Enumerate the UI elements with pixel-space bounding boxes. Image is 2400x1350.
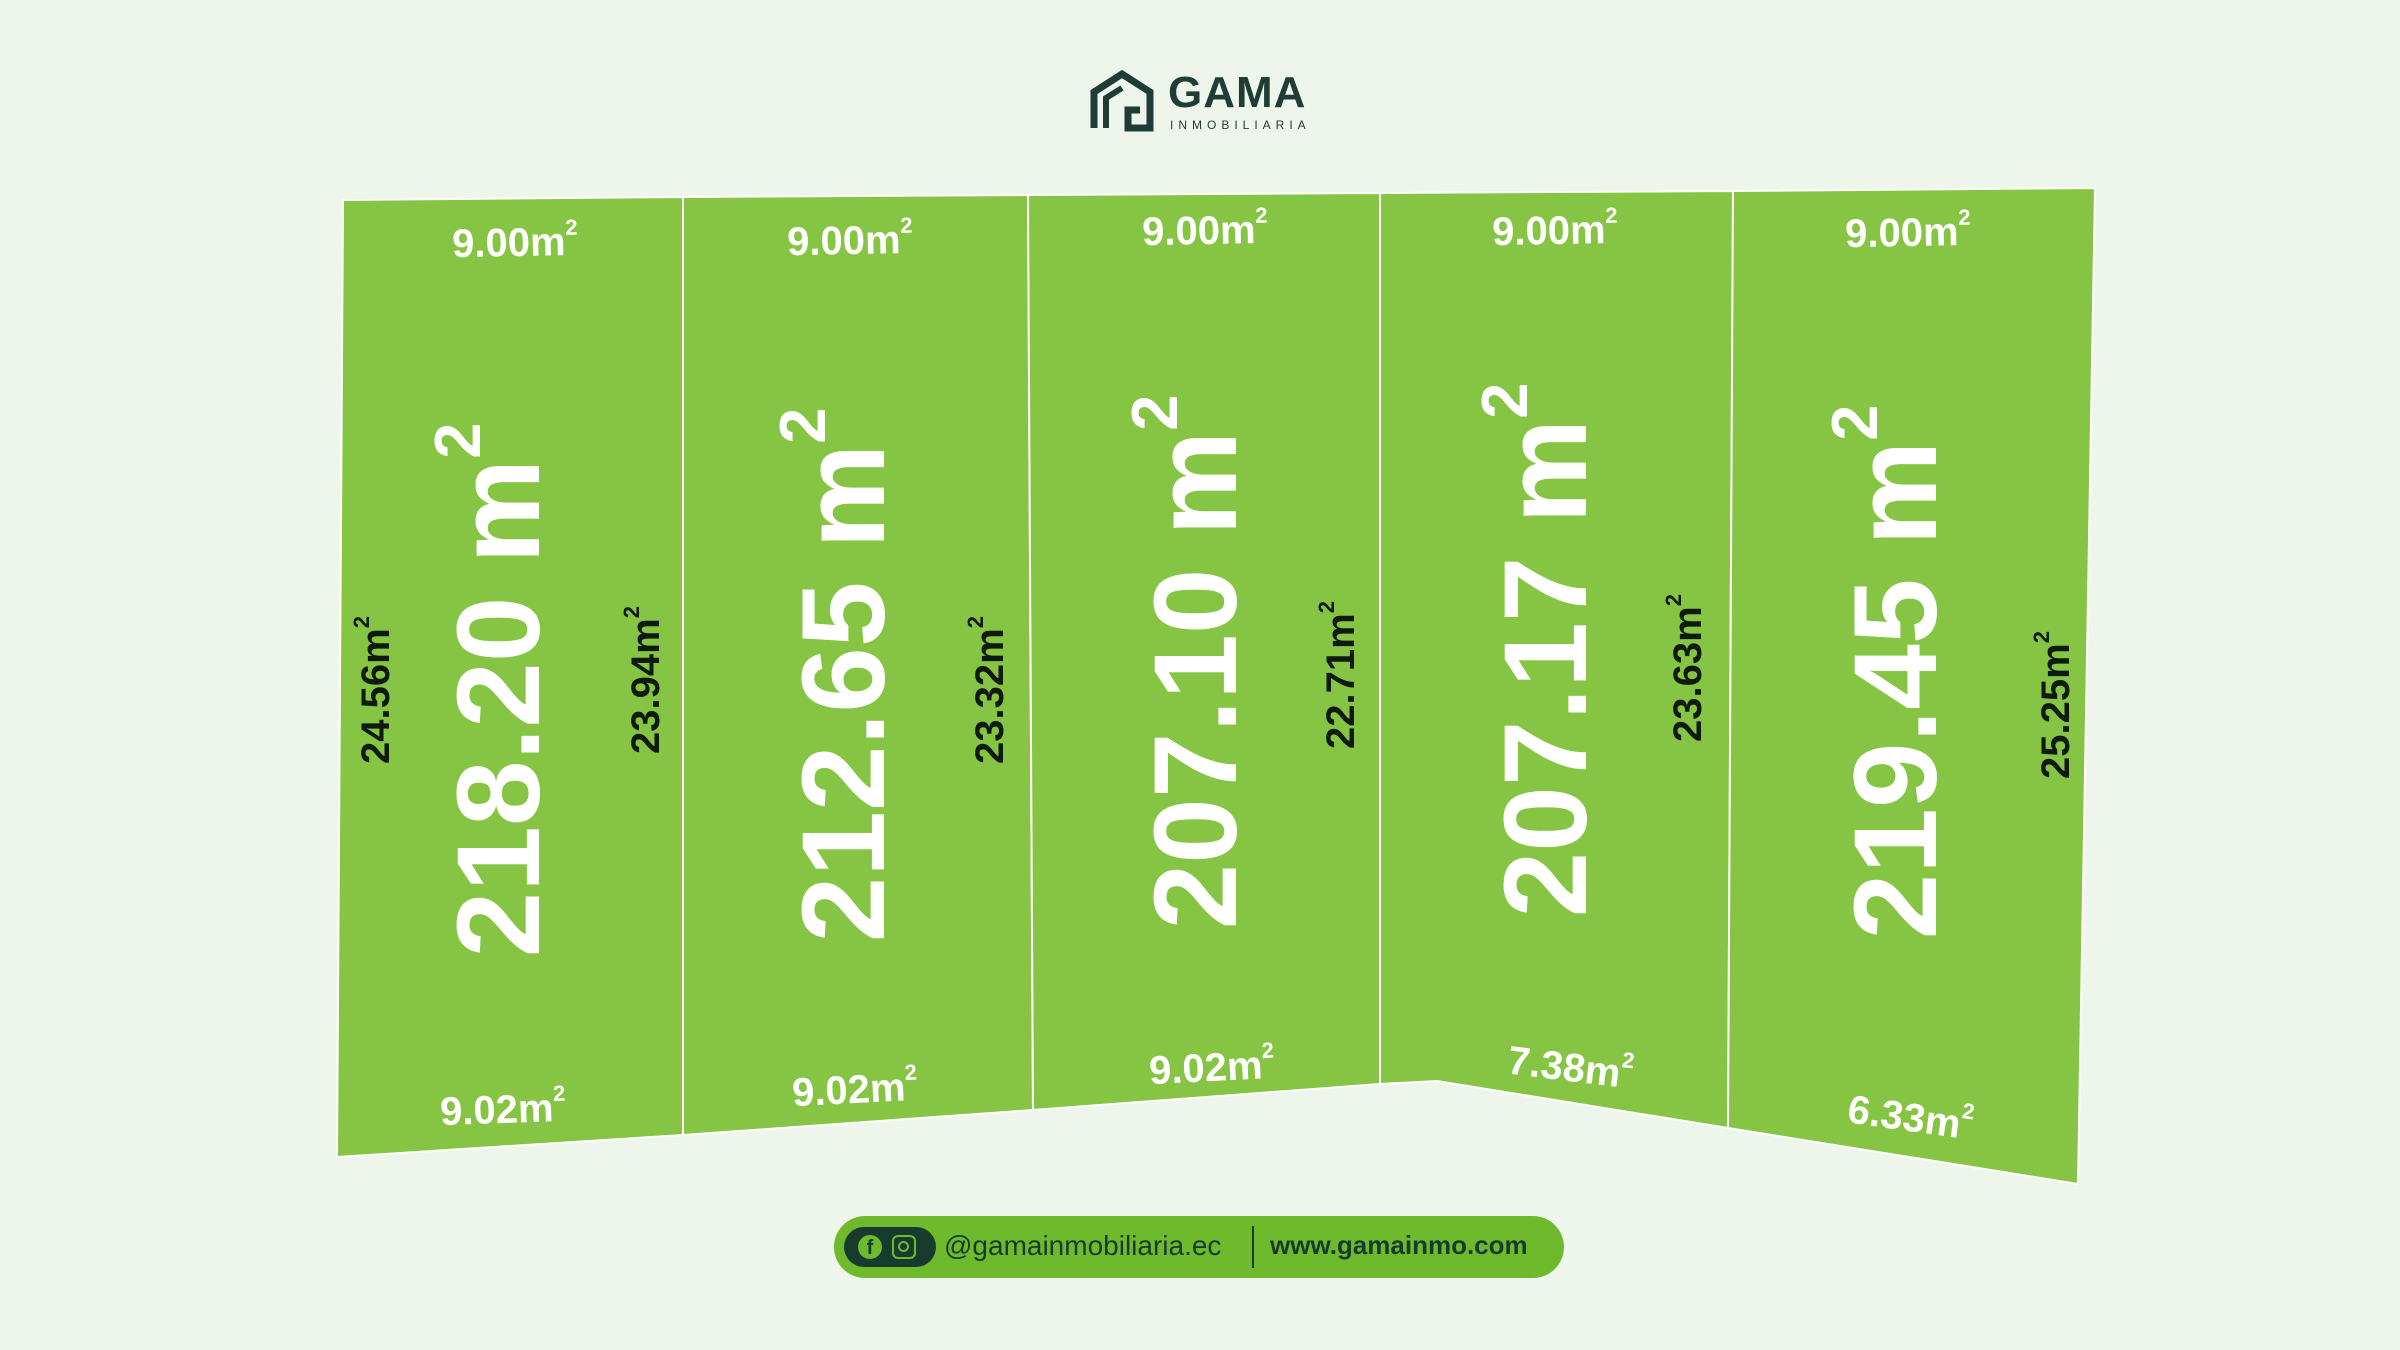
brand-name: GAMA <box>1168 68 1307 117</box>
social-handle[interactable]: @gamainmobiliaria.ec <box>944 1230 1222 1261</box>
social-icons: f <box>844 1227 936 1267</box>
brand-subtitle: INMOBILIARIA <box>1170 118 1311 132</box>
contact-bar: f @gamainmobiliaria.ec www.gamainmo.com <box>834 1216 1564 1278</box>
lot-1-right-measure: 23.94m2 <box>619 606 668 754</box>
website-link[interactable]: www.gamainmo.com <box>1270 1230 1528 1260</box>
house-logo-icon <box>1090 70 1154 132</box>
lot-4-area: 207.17 m2 <box>1468 383 1612 918</box>
lot-5[interactable] <box>1726 186 2097 1186</box>
footer-divider <box>1252 1226 1254 1268</box>
lot-2-top-measure: 9.00m2 <box>787 213 914 264</box>
lot-3-area: 207.10 m2 <box>1118 395 1262 930</box>
lot-1-top-measure: 9.00m2 <box>452 215 579 266</box>
lot-1-left-measure: 24.56m2 <box>349 616 398 764</box>
lot-5-top-measure: 9.00m2 <box>1845 205 1972 256</box>
lot-2-bottom-measure: 9.02m2 <box>791 1059 919 1114</box>
lot-5-right-measure: 25.25m2 <box>2029 631 2078 779</box>
lot-5-area: 219.45 m2 <box>1818 405 1962 940</box>
lot-4[interactable] <box>1379 189 1735 1130</box>
lot-4-top-measure: 9.00m2 <box>1492 203 1619 254</box>
lot-4-right-measure: 23.63m2 <box>1661 594 1710 742</box>
brand-header: GAMA INMOBILIARIA <box>1090 68 1330 138</box>
lot-2-area: 212.65 m2 <box>766 408 910 943</box>
instagram-icon[interactable] <box>892 1235 916 1259</box>
lot-1-area: 218.20 m2 <box>421 423 565 958</box>
facebook-icon[interactable]: f <box>858 1235 882 1259</box>
lot-2-right-measure: 23.32m2 <box>963 616 1012 764</box>
lot-3-bottom-measure: 9.02m2 <box>1148 1037 1276 1092</box>
lot-3-top-measure: 9.00m2 <box>1142 203 1269 254</box>
lot-3-right-measure: 22.71m2 <box>1314 601 1363 749</box>
lot-1-bottom-measure: 9.02m2 <box>439 1080 566 1133</box>
